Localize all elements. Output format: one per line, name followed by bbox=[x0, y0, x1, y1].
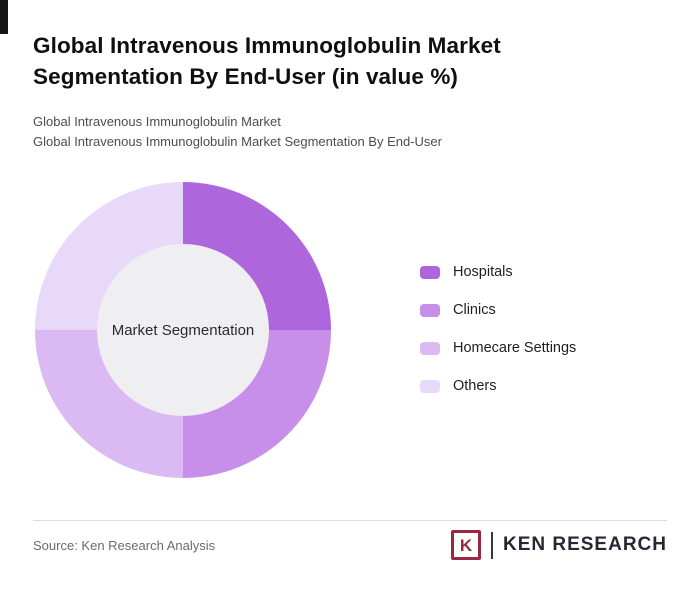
legend-label: Homecare Settings bbox=[453, 340, 577, 356]
legend-swatch bbox=[420, 303, 440, 317]
ken-research-logo: K KEN RESEARCH bbox=[450, 528, 667, 562]
corner-accent-bar bbox=[0, 0, 8, 34]
subtitle-line-1: Global Intravenous Immunoglobulin Market bbox=[33, 114, 281, 129]
legend-swatch bbox=[420, 265, 440, 279]
chart-title: Global Intravenous Immunoglobulin Market… bbox=[33, 33, 501, 90]
legend: Hospitals Clinics Homecare Settings Others bbox=[420, 262, 576, 396]
legend-item: Clinics bbox=[420, 300, 576, 320]
legend-label: Others bbox=[453, 378, 497, 394]
chart-subtitles: Global Intravenous Immunoglobulin Market… bbox=[33, 112, 442, 152]
logo-letter: K bbox=[459, 535, 473, 555]
logo-text: KEN RESEARCH bbox=[502, 534, 667, 555]
legend-item: Others bbox=[420, 376, 576, 396]
source-text: Source: Ken Research Analysis bbox=[33, 538, 216, 553]
legend-swatch bbox=[420, 379, 440, 393]
legend-item: Hospitals bbox=[420, 262, 576, 282]
legend-label: Clinics bbox=[453, 302, 496, 318]
donut-chart: Market Segmentation bbox=[35, 182, 331, 478]
legend-swatch bbox=[420, 341, 440, 355]
donut-center-label: Market Segmentation bbox=[111, 321, 255, 339]
footer-divider bbox=[33, 520, 667, 521]
logo-k-icon: K bbox=[450, 530, 481, 560]
subtitle-line-2: Global Intravenous Immunoglobulin Market… bbox=[33, 134, 442, 149]
donut-center: Market Segmentation bbox=[97, 244, 269, 416]
legend-item: Homecare Settings bbox=[420, 338, 576, 358]
logo-separator-bar bbox=[490, 531, 493, 559]
legend-label: Hospitals bbox=[453, 264, 513, 280]
